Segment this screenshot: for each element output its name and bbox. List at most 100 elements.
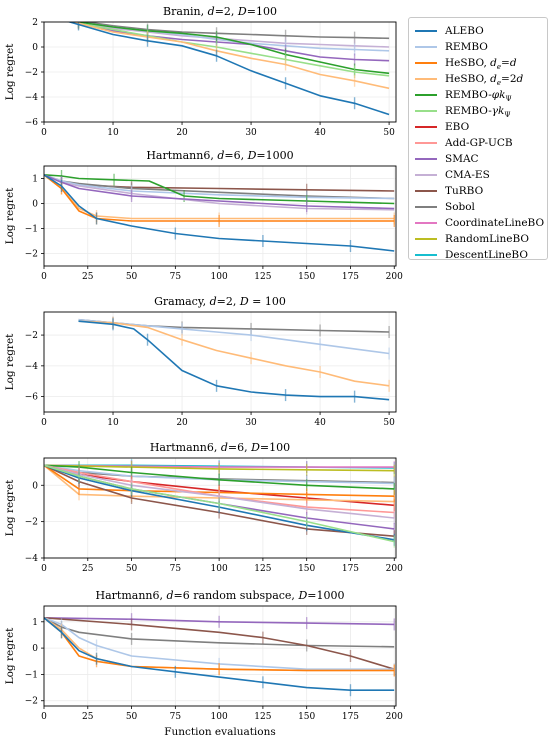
legend-swatch-descline [415, 254, 437, 257]
series-line-rembo_phi [44, 464, 395, 490]
x-tick-label: 30 [245, 128, 257, 138]
legend-item-hesbo-2d: HeSBO, de=2d [409, 70, 547, 88]
x-tick-label: 25 [82, 272, 94, 282]
y-tick-label: 0 [32, 644, 38, 654]
chart-panel-3: 0 10 20 30 40 50 −6 −4 −2 Gramacy, d=2, D = 100 Lo… [4, 295, 397, 428]
chart-panel-4: 0 25 50 75 100 125 150 175 200 −4 −2 0 Hartmann6, d=… [4, 441, 403, 574]
x-tick-label: 20 [176, 418, 188, 428]
legend-label-hesbo-d: HeSBO, de=d [445, 57, 517, 72]
x-tick-label: 40 [314, 418, 326, 428]
series-line-rembo_gamma [44, 464, 395, 543]
x-tick-label: 125 [254, 564, 271, 574]
legend-label-smac: SMAC [445, 153, 479, 165]
y-tick-label: −6 [25, 393, 39, 403]
series-line-hesbo_d [44, 174, 395, 222]
series-group [78, 316, 390, 403]
legend-item-cmaes: CMA-ES [409, 166, 547, 184]
y-tick-label: 2 [32, 18, 38, 28]
legend-label-sobol: Sobol [445, 201, 475, 213]
series-line-addgp [44, 464, 395, 514]
y-tick-label: −4 [25, 93, 39, 103]
x-tick-label: 40 [314, 128, 326, 138]
legend-label-rembo: REMBO [445, 41, 488, 53]
y-tick-label: −2 [25, 331, 38, 341]
y-tick-label: 1 [32, 175, 38, 185]
series-line-rembo [44, 464, 395, 485]
y-tick-label: −2 [25, 250, 38, 260]
y-tick-label: 0 [32, 43, 38, 53]
x-tick-label: 30 [245, 418, 257, 428]
x-tick-label: 20 [176, 128, 188, 138]
chart-title: Hartmann6, d=6, D=1000 [146, 149, 293, 162]
y-tick-label: −1 [25, 225, 38, 235]
legend-swatch-alebo [415, 30, 437, 33]
x-tick-label: 175 [342, 712, 359, 722]
x-tick-label: 25 [82, 564, 94, 574]
x-tick-label: 50 [383, 128, 395, 138]
legend-swatch-rembo [415, 46, 437, 49]
x-tick-label: 0 [41, 564, 47, 574]
legend-item-descline: DescentLineBO [409, 246, 547, 264]
legend: ALEBO REMBO HeSBO, de=d HeSBO, de=2d REM… [408, 17, 548, 261]
axes-frame [43, 165, 397, 267]
series-line-rembo [44, 617, 395, 671]
legend-label-descline: DescentLineBO [445, 249, 528, 261]
series-line-turbo [44, 464, 395, 537]
y-tick-label: −2 [25, 697, 38, 707]
y-tick-label: 0 [32, 200, 38, 210]
legend-swatch-coordline [415, 222, 437, 225]
legend-swatch-addgp [415, 142, 437, 145]
legend-label-rembo-gamma: REMBO-γkΨ [445, 105, 511, 120]
legend-swatch-hesbo-d [415, 62, 437, 65]
series-group [67, 22, 390, 116]
x-tick-label: 50 [126, 712, 138, 722]
legend-item-rembo-phi: REMBO-φkΨ [409, 86, 547, 104]
legend-item-alebo: ALEBO [409, 22, 547, 40]
legend-item-turbo: TuRBO [409, 182, 547, 200]
legend-swatch-smac [415, 158, 437, 161]
x-tick-label: 175 [342, 272, 359, 282]
y-axis-label: Log regret [4, 187, 16, 245]
x-tick-label: 75 [170, 712, 182, 722]
legend-label-randline: RandomLineBO [445, 233, 529, 245]
chart-title: Gramacy, d=2, D = 100 [154, 295, 286, 308]
legend-item-smac: SMAC [409, 150, 547, 168]
series-line-hesbo_2d [44, 464, 395, 503]
x-tick-label: 50 [383, 418, 395, 428]
x-tick-label: 50 [126, 564, 138, 574]
x-tick-label: 175 [342, 564, 359, 574]
legend-label-addgp: Add-GP-UCB [445, 137, 513, 149]
chart-title: Hartmann6, d=6, D=100 [150, 441, 290, 454]
y-tick-label: −2 [25, 68, 38, 78]
legend-item-addgp: Add-GP-UCB [409, 134, 547, 152]
y-tick-label: −4 [25, 554, 39, 564]
series-line-alebo [44, 464, 395, 541]
x-tick-label: 150 [298, 712, 315, 722]
series-line-sobol [78, 318, 390, 333]
chart-panel-2: 0 25 50 75 100 125 150 175 200 −2 −1 0 1 Hartmann6, d… [4, 149, 403, 282]
legend-item-sobol: Sobol [409, 198, 547, 216]
legend-item-ebo: EBO [409, 118, 547, 136]
chart-title: Hartmann6, d=6 random subspace, D=1000 [96, 589, 345, 602]
x-tick-label: 100 [211, 272, 228, 282]
y-axis-label: Log regret [4, 479, 16, 537]
x-tick-label: 200 [386, 564, 403, 574]
series-line-hesbo_d [44, 464, 395, 497]
legend-item-coordline: CoordinateLineBO [409, 214, 547, 232]
x-tick-label: 0 [41, 272, 47, 282]
legend-swatch-hesbo-2d [415, 78, 437, 81]
legend-label-rembo-phi: REMBO-φkΨ [445, 89, 512, 104]
x-tick-label: 75 [170, 272, 182, 282]
y-tick-label: −4 [25, 362, 39, 372]
x-tick-label: 150 [298, 564, 315, 574]
x-tick-label: 200 [386, 712, 403, 722]
axes-frame [43, 311, 397, 413]
axes-frame [43, 605, 397, 707]
y-axis-label: Log regret [4, 43, 16, 101]
chart-panel-5: 0 25 50 75 100 125 150 175 200 −2 −1 0 1 Hartmann6, d… [4, 589, 403, 738]
legend-label-cmaes: CMA-ES [445, 169, 490, 181]
legend-item-randline: RandomLineBO [409, 230, 547, 248]
series-line-cmaes [44, 464, 395, 519]
series-line-hesbo_2d [78, 320, 390, 387]
